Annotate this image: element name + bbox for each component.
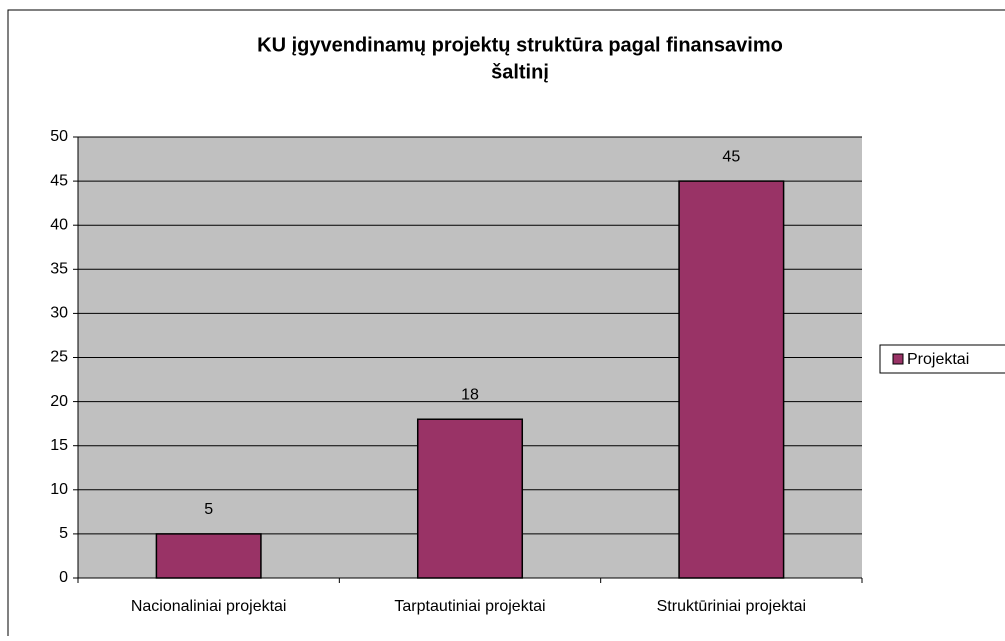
y-tick-label: 30 (50, 305, 68, 322)
bar (416, 418, 524, 579)
legend-box (879, 344, 1005, 374)
chart-title: KU įgyvendinamų projektų struktūra pagal… (257, 34, 783, 56)
data-label: 18 (461, 386, 479, 403)
legend-label: Projektai (907, 351, 969, 368)
chart-title: šaltinį (491, 61, 549, 83)
y-tick-label: 40 (50, 216, 68, 233)
data-label: 45 (722, 148, 740, 165)
bar (678, 180, 785, 579)
y-tick-label: 20 (50, 393, 68, 410)
data-label: 5 (204, 501, 213, 518)
y-tick-label: 15 (50, 437, 68, 454)
y-tick-label: 35 (50, 261, 68, 278)
x-tick-label: Struktūriniai projektai (657, 598, 806, 615)
bar (155, 533, 262, 579)
y-tick-label: 0 (59, 569, 68, 586)
y-tick-label: 10 (50, 481, 68, 498)
x-tick-label: Nacionaliniai projektai (131, 598, 287, 615)
y-tick-label: 5 (59, 525, 68, 542)
x-tick-label: Tarptautiniai projektai (394, 598, 545, 615)
y-tick-label: 45 (50, 172, 68, 189)
y-tick-label: 25 (50, 349, 68, 366)
legend-swatch (892, 353, 904, 365)
y-tick-label: 50 (50, 128, 68, 145)
